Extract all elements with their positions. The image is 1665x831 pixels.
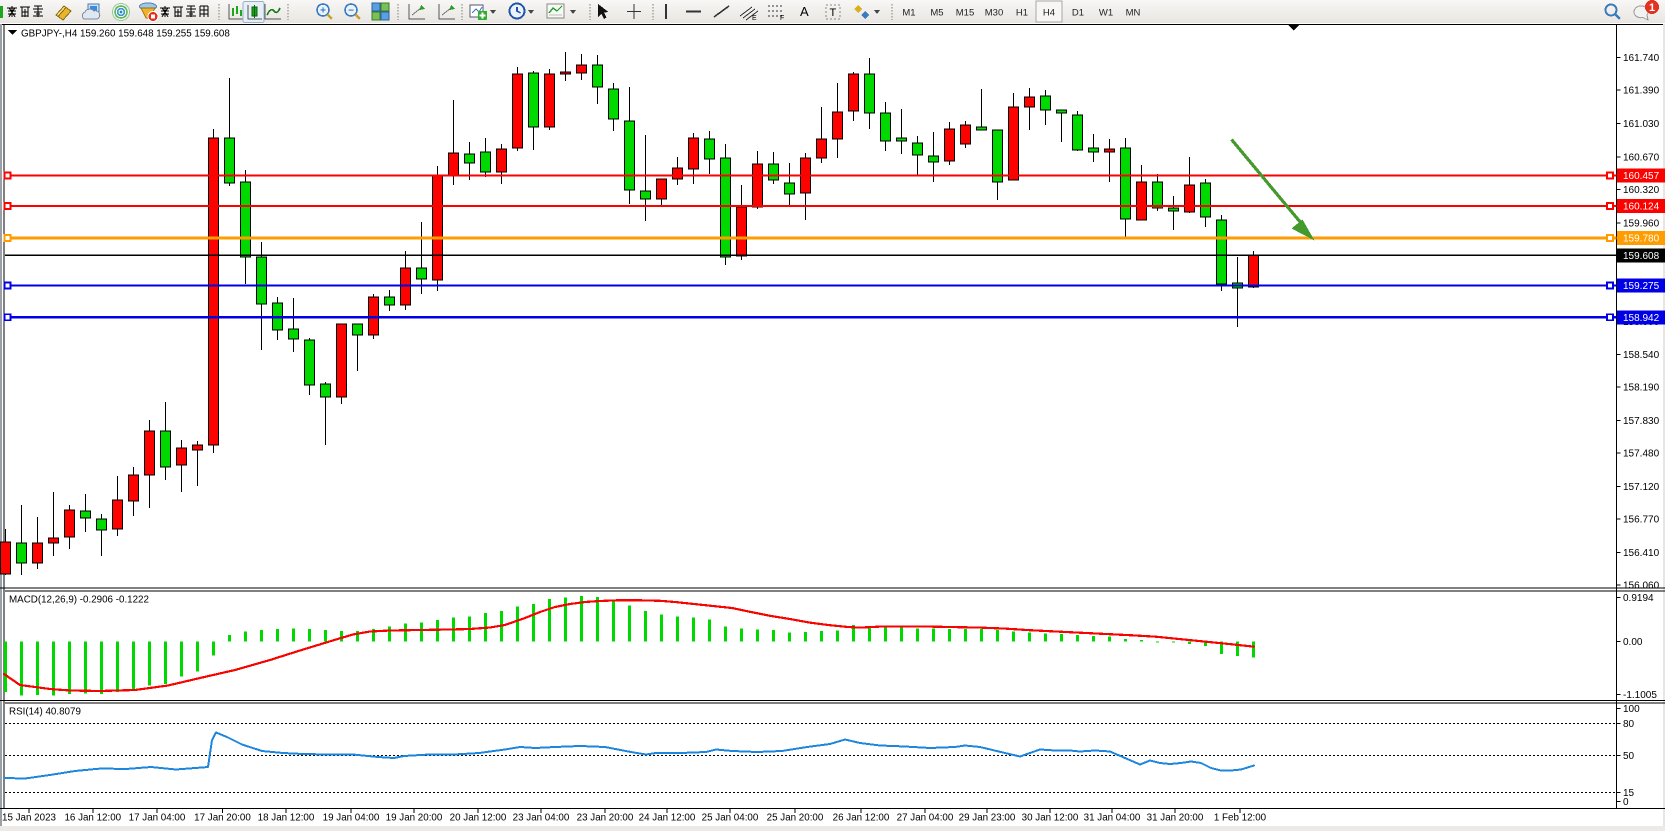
svg-text:15: 15 xyxy=(1623,788,1635,799)
svg-text:80: 80 xyxy=(1623,719,1635,730)
svg-text:156.410: 156.410 xyxy=(1623,548,1660,559)
svg-text:23 Jan 20:00: 23 Jan 20:00 xyxy=(577,813,634,824)
svg-text:-1.1005: -1.1005 xyxy=(1623,690,1657,701)
svg-text:100: 100 xyxy=(1623,704,1640,715)
svg-text:F: F xyxy=(780,15,784,22)
svg-text:159.960: 159.960 xyxy=(1623,218,1660,229)
svg-text:24 Jan 12:00: 24 Jan 12:00 xyxy=(639,813,696,824)
svg-text:D1: D1 xyxy=(1072,8,1084,19)
svg-text:H4: H4 xyxy=(1043,8,1055,19)
svg-text:158.942: 158.942 xyxy=(1623,313,1660,324)
svg-text:+: + xyxy=(320,6,326,17)
svg-text:157.830: 157.830 xyxy=(1623,416,1660,427)
svg-text:23 Jan 04:00: 23 Jan 04:00 xyxy=(513,813,570,824)
svg-text:MACD(12,26,9) -0.2906 -0.1222: MACD(12,26,9) -0.2906 -0.1222 xyxy=(9,595,149,606)
svg-text:M15: M15 xyxy=(956,8,974,19)
svg-text:W1: W1 xyxy=(1099,8,1113,19)
svg-text:17 Jan 04:00: 17 Jan 04:00 xyxy=(129,813,186,824)
svg-text:A: A xyxy=(800,4,809,19)
svg-text:H1: H1 xyxy=(1016,8,1028,19)
svg-text:161.390: 161.390 xyxy=(1623,86,1660,97)
svg-text:159.275: 159.275 xyxy=(1623,281,1660,292)
svg-text:160.670: 160.670 xyxy=(1623,152,1660,163)
svg-text:−: − xyxy=(348,6,354,17)
svg-text:GBPJPY-,H4 159.260 159.648 15: GBPJPY-,H4 159.260 159.648 159.255 159.6… xyxy=(21,29,230,40)
svg-text:16 Jan 12:00: 16 Jan 12:00 xyxy=(64,813,121,824)
svg-text:159.608: 159.608 xyxy=(1623,251,1660,262)
svg-text:20 Jan 12:00: 20 Jan 12:00 xyxy=(450,813,507,824)
svg-text:158.190: 158.190 xyxy=(1623,383,1660,394)
svg-text:27 Jan 04:00: 27 Jan 04:00 xyxy=(897,813,954,824)
svg-text:25 Jan 04:00: 25 Jan 04:00 xyxy=(702,813,759,824)
svg-text:159.780: 159.780 xyxy=(1623,234,1660,245)
svg-text:15 Jan 2023: 15 Jan 2023 xyxy=(2,813,56,824)
svg-text:161.030: 161.030 xyxy=(1623,119,1660,130)
svg-text:160.320: 160.320 xyxy=(1623,185,1660,196)
svg-text:158.540: 158.540 xyxy=(1623,350,1660,361)
svg-text:1: 1 xyxy=(1649,2,1655,14)
svg-text:0.9194: 0.9194 xyxy=(1623,593,1654,604)
svg-text:RSI(14) 40.8079: RSI(14) 40.8079 xyxy=(9,707,81,718)
svg-text:25 Jan 20:00: 25 Jan 20:00 xyxy=(767,813,824,824)
svg-text:18 Jan 12:00: 18 Jan 12:00 xyxy=(258,813,315,824)
svg-text:31 Jan 04:00: 31 Jan 04:00 xyxy=(1084,813,1141,824)
svg-text:17 Jan 20:00: 17 Jan 20:00 xyxy=(194,813,251,824)
svg-text:157.480: 157.480 xyxy=(1623,449,1660,460)
svg-text:157.120: 157.120 xyxy=(1623,482,1660,493)
svg-text:160.124: 160.124 xyxy=(1623,202,1660,213)
svg-text:0.00: 0.00 xyxy=(1623,637,1643,648)
svg-text:19 Jan 20:00: 19 Jan 20:00 xyxy=(386,813,443,824)
svg-text:29 Jan 23:00: 29 Jan 23:00 xyxy=(959,813,1016,824)
svg-text:M1: M1 xyxy=(902,8,915,19)
svg-text:T: T xyxy=(830,7,837,19)
svg-text:156.060: 156.060 xyxy=(1623,580,1660,591)
svg-text:MN: MN xyxy=(1126,8,1141,19)
svg-text:0: 0 xyxy=(1623,797,1629,808)
svg-text:1 Feb 12:00: 1 Feb 12:00 xyxy=(1214,813,1267,824)
svg-text:50: 50 xyxy=(1623,751,1635,762)
svg-text:26 Jan 12:00: 26 Jan 12:00 xyxy=(833,813,890,824)
svg-text:161.740: 161.740 xyxy=(1623,53,1660,64)
svg-text:156.770: 156.770 xyxy=(1623,514,1660,525)
svg-text:E: E xyxy=(752,15,757,22)
svg-text:19 Jan 04:00: 19 Jan 04:00 xyxy=(323,813,380,824)
svg-text:M30: M30 xyxy=(985,8,1003,19)
svg-text:M5: M5 xyxy=(930,8,943,19)
svg-text:31 Jan 20:00: 31 Jan 20:00 xyxy=(1147,813,1204,824)
svg-text:30 Jan 12:00: 30 Jan 12:00 xyxy=(1022,813,1079,824)
svg-text:160.457: 160.457 xyxy=(1623,171,1660,182)
